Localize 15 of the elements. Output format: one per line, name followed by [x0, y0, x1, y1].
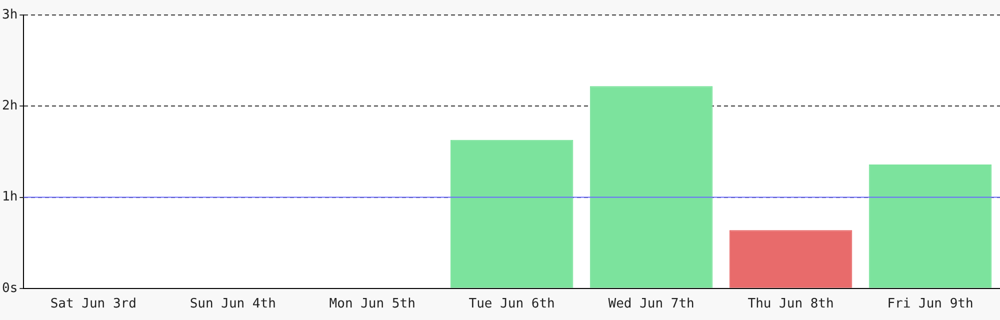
bar: [729, 230, 852, 288]
y-tick-label: 0s: [2, 280, 18, 296]
x-tick-label: Sat Jun 3rd: [50, 296, 136, 312]
y-tick-label: 1h: [2, 190, 18, 205]
x-tick-label: Fri Jun 9th: [887, 296, 974, 312]
y-tick-label: 2h: [2, 98, 18, 114]
bar: [450, 140, 574, 288]
x-tick-label: Thu Jun 8th: [748, 296, 834, 312]
bar: [868, 164, 992, 288]
x-tick-label: Tue Jun 6th: [468, 296, 555, 312]
x-tick-label: Sun Jun 4th: [190, 296, 276, 312]
x-tick-label: Wed Jun 7th: [608, 296, 694, 312]
y-tick-label: 3h: [2, 7, 18, 22]
bar: [590, 86, 713, 288]
x-tick-label: Mon Jun 5th: [329, 296, 416, 312]
